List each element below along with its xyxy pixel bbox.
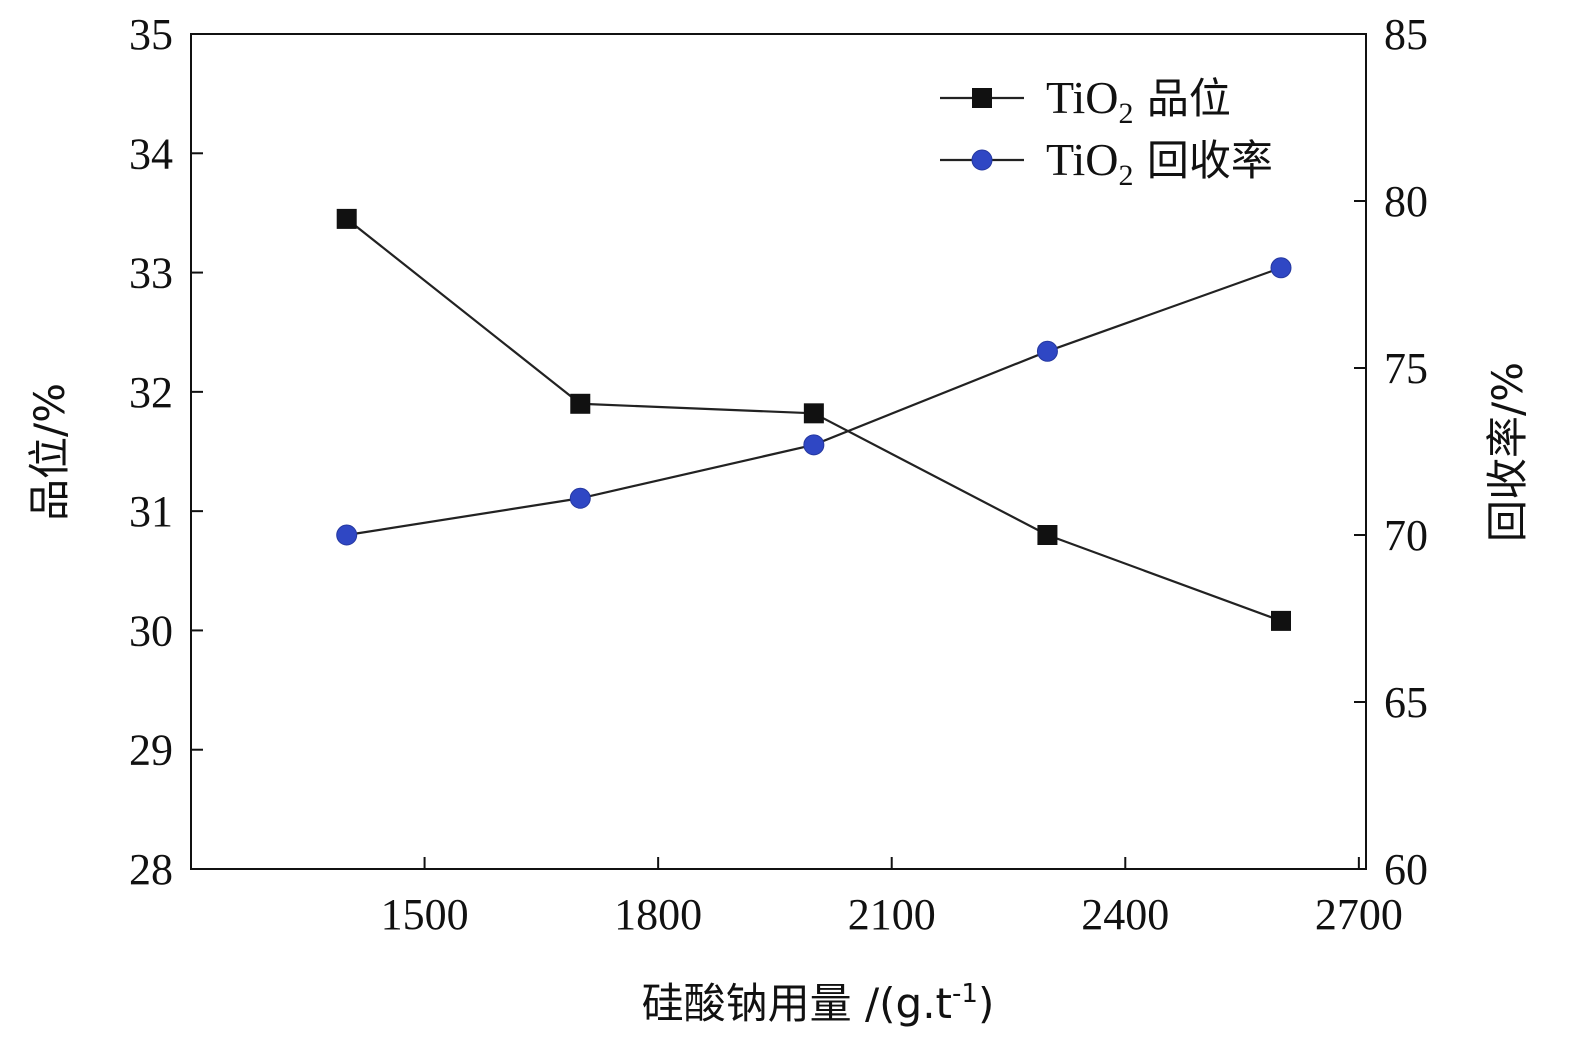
y-right-tick-label: 80: [1384, 177, 1428, 226]
y-left-tick-label: 28: [129, 845, 173, 894]
series-point-0: [1271, 610, 1291, 631]
axes: 1500 1800 2100 2400 2700 28 29 30 31 32 33 34 35 60 65…: [129, 10, 1428, 939]
series-point-0: [570, 393, 591, 414]
y-left-tick-label: 35: [129, 10, 173, 59]
y-right-axis-title: 回收率/%: [1483, 362, 1532, 542]
plot-frame: [190, 33, 1367, 870]
series-line-1: [346, 266, 1282, 537]
y-right-tick-label: 65: [1384, 678, 1428, 727]
y-right-tick-label: 70: [1384, 511, 1428, 560]
y-left-tick-label: 32: [129, 368, 173, 417]
x-tick-label: 1500: [381, 890, 469, 939]
legend-marker-0: [972, 88, 992, 108]
axis-titles: 硅酸钠用量 /(g.t-1) 品位/% 回收率/%: [25, 362, 1532, 1028]
y-left-tick-label: 31: [129, 487, 173, 536]
y-left-tick-label: 34: [129, 129, 173, 178]
legend-label-0: TiO2 品位: [1046, 72, 1231, 130]
legend-marker-1: [971, 149, 993, 171]
y-right-tick-label: 60: [1384, 845, 1428, 894]
series-point-0: [1037, 525, 1058, 545]
series-point-1: [336, 524, 358, 546]
x-tick-label: 2100: [848, 890, 936, 939]
legend-label-1: TiO2 回收率: [1046, 134, 1273, 192]
series-point-1: [803, 434, 825, 456]
y-left-tick-label: 29: [129, 726, 173, 775]
y-right-tick-label: 85: [1384, 10, 1428, 59]
series-point-1: [1036, 340, 1058, 362]
series-point-0: [336, 208, 357, 229]
y-left-tick-label: 33: [129, 249, 173, 298]
series-point-1: [1270, 257, 1292, 279]
series-point-1: [569, 487, 591, 509]
x-axis-title: 硅酸钠用量 /(g.t-1): [642, 979, 995, 1028]
y-left-axis-title: 品位/%: [25, 383, 74, 521]
series-layer: [336, 208, 1292, 631]
x-tick-label: 1800: [614, 890, 702, 939]
y-right-tick-label: 75: [1384, 344, 1428, 393]
y-left-tick-label: 30: [129, 606, 173, 655]
x-tick-label: 2400: [1081, 890, 1169, 939]
x-tick-label: 2700: [1315, 890, 1403, 939]
series-point-0: [803, 403, 824, 424]
